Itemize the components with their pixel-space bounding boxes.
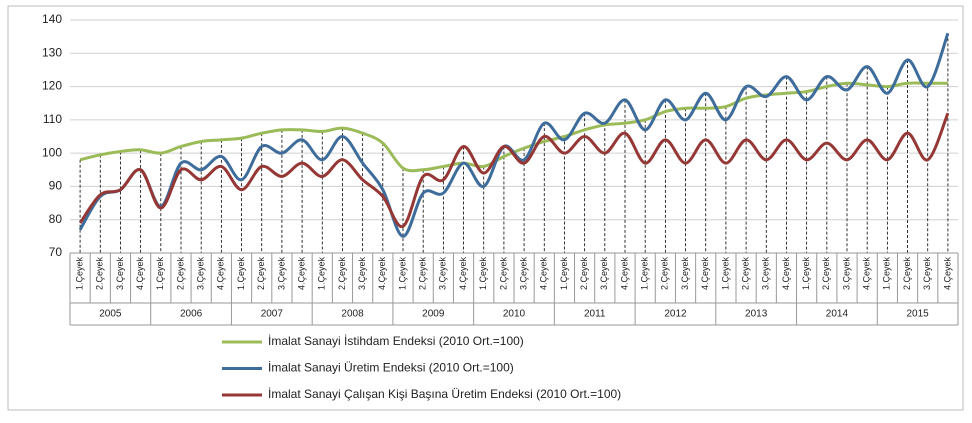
x-tick-label: 3.Çeyek [599,257,609,291]
x-tick-label: 2.Çeyek [498,257,508,291]
x-tick-label: 1.Çeyek [882,257,892,291]
x-tick-label: 3.Çeyek [518,257,528,291]
x-tick-label: 1.Çeyek [478,257,488,291]
legend-label: İmalat Sanayi Üretim Endeksi (2010 Ort.=… [268,361,514,375]
x-tick-label: 1.Çeyek [397,257,407,291]
x-group-label: 2008 [341,309,364,320]
x-group-label: 2015 [907,309,930,320]
x-tick-label: 3.Çeyek [922,257,932,291]
x-group-label: 2014 [826,309,849,320]
x-tick-label: 2.Çeyek [256,257,266,291]
y-tick-label: 80 [49,212,63,226]
x-tick-label: 2.Çeyek [95,257,105,291]
x-group-label: 2011 [584,309,606,320]
x-tick-label: 2.Çeyek [821,257,831,291]
legend-label: İmalat Sanayi Çalışan Kişi Başına Üretim… [268,387,621,401]
chart-frame [7,5,964,411]
x-tick-label: 4.Çeyek [619,257,629,291]
y-tick-label: 70 [49,245,63,259]
legend-label: İmalat Sanayi İstihdam Endeksi (2010 Ort… [268,334,524,348]
x-tick-label: 3.Çeyek [841,257,851,291]
x-tick-label: 1.Çeyek [155,257,165,291]
x-tick-label: 4.Çeyek [135,257,145,291]
x-tick-label: 3.Çeyek [115,257,125,291]
x-group-label: 2013 [745,309,768,320]
x-tick-label: 4.Çeyek [216,257,226,291]
x-tick-label: 1.Çeyek [720,257,730,291]
x-tick-label: 4.Çeyek [942,257,952,291]
y-tick-label: 120 [42,79,62,93]
x-tick-label: 3.Çeyek [680,257,690,291]
x-tick-label: 3.Çeyek [276,257,286,291]
x-tick-label: 2.Çeyek [418,257,428,291]
x-tick-label: 3.Çeyek [357,257,367,291]
x-tick-label: 3.Çeyek [196,257,206,291]
y-tick-label: 90 [49,179,63,193]
x-tick-label: 4.Çeyek [862,257,872,291]
series-line [78,112,950,228]
x-tick-label: 4.Çeyek [458,257,468,291]
x-tick-label: 3.Çeyek [438,257,448,291]
x-group-label: 2009 [422,309,445,320]
y-tick-label: 140 [42,12,62,26]
x-group-label: 2007 [261,309,284,320]
x-tick-label: 2.Çeyek [175,257,185,291]
x-tick-label: 2.Çeyek [337,257,347,291]
x-tick-label: 4.Çeyek [781,257,791,291]
x-tick-label: 2.Çeyek [740,257,750,291]
x-tick-label: 1.Çeyek [317,257,327,291]
x-group-label: 2006 [180,309,203,320]
y-tick-label: 110 [43,112,62,126]
x-tick-label: 4.Çeyek [539,257,549,291]
x-group-label: 2012 [664,309,687,320]
x-tick-label: 1.Çeyek [801,257,811,291]
x-group-label: 2010 [503,309,526,320]
y-tick-label: 100 [42,145,62,159]
x-tick-label: 4.Çeyek [296,257,306,291]
x-tick-label: 2.Çeyek [660,257,670,291]
x-tick-label: 3.Çeyek [761,257,771,291]
x-tick-label: 1.Çeyek [74,257,84,291]
x-tick-label: 4.Çeyek [377,257,387,291]
x-tick-label: 4.Çeyek [700,257,710,291]
x-tick-label: 2.Çeyek [902,257,912,291]
x-tick-label: 1.Çeyek [236,257,246,291]
y-tick-label: 130 [42,45,62,59]
x-tick-label: 1.Çeyek [559,257,569,291]
x-group-label: 2005 [99,309,122,320]
x-tick-label: 1.Çeyek [640,257,650,291]
x-tick-label: 2.Çeyek [579,257,589,291]
